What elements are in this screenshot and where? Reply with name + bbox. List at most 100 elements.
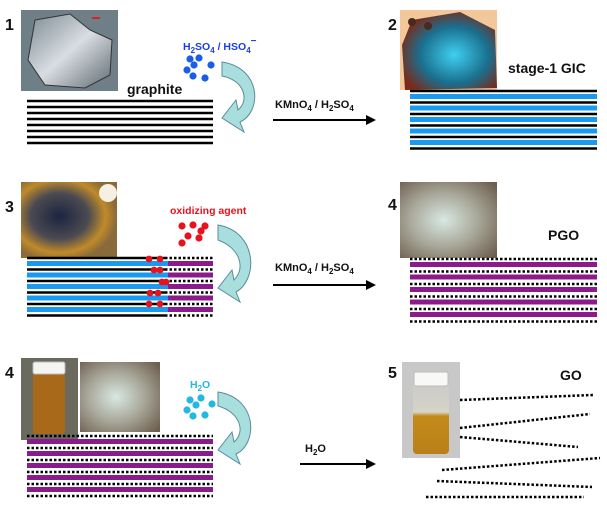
reaction-arrow-3: H2O	[300, 443, 376, 469]
curved-arrow-icon	[217, 391, 252, 466]
curved-arrow-icon	[221, 61, 256, 134]
stage-1-gic-label: stage-1 GIC	[508, 60, 586, 76]
panel-1-graphite: 1 graphite H2SO4 / HSO4−	[5, 10, 257, 145]
molecule-dot	[195, 54, 203, 62]
molecule-dot	[162, 278, 170, 286]
oxidized-layer	[168, 272, 213, 278]
molecule-dot	[207, 61, 215, 69]
go-sheet	[436, 479, 593, 489]
oxidized-layer	[27, 487, 213, 492]
arrow-head-icon	[366, 115, 376, 125]
intercalant-layer	[410, 140, 597, 145]
oxidizing-agent-label: oxidizing agent	[170, 205, 247, 217]
molecule-dot	[156, 266, 164, 274]
molecule-dot	[186, 396, 194, 404]
oxidized-layer	[168, 284, 213, 289]
molecule-dot	[183, 406, 191, 414]
partially-oxidized-micrograph	[21, 182, 117, 258]
oxidized-layer	[27, 451, 213, 456]
acid-molecules	[183, 54, 215, 82]
panel-number: 5	[388, 365, 397, 382]
molecule-dot	[190, 61, 198, 69]
water-molecules	[183, 394, 216, 420]
molecule-dot	[154, 289, 162, 297]
molecule-dot	[201, 411, 209, 419]
oxidized-layer	[410, 262, 597, 267]
intercalant-layer	[27, 284, 168, 289]
molecule-dot	[195, 234, 203, 242]
reaction-arrow-1: KMnO4 / H2SO4	[273, 99, 376, 125]
oxidizer-molecules	[178, 221, 209, 247]
molecule-dot	[178, 239, 186, 247]
oxidized-layer	[410, 287, 597, 292]
molecule-dot	[201, 74, 209, 82]
molecule-dot	[145, 300, 153, 308]
oxidized-layer	[168, 307, 213, 312]
panel-4-pgo: 4 PGO	[388, 182, 597, 323]
molecule-dot	[184, 232, 192, 240]
arrow-head-icon	[366, 459, 376, 469]
reaction-condition-label: H2O	[305, 443, 326, 457]
molecule-dot	[189, 221, 197, 229]
molecule-dot	[192, 401, 200, 409]
graphite-label: graphite	[127, 81, 182, 97]
gic-layer-stack	[410, 89, 597, 150]
intercalant-layer	[410, 94, 597, 99]
panel-number: 4	[388, 197, 397, 214]
molecule-dot	[201, 222, 209, 230]
intercalant-layer	[410, 105, 597, 111]
arrow-head-icon	[366, 280, 376, 290]
intercalant-layer	[27, 295, 168, 301]
intercalant-layer	[27, 261, 168, 266]
intercalant-layer	[27, 307, 168, 312]
panel-number: 4	[5, 365, 14, 382]
reaction-condition-label: KMnO4 / H2SO4	[275, 99, 354, 113]
molecule-dot	[146, 289, 154, 297]
molecule-dot	[156, 300, 164, 308]
partially-oxidized-layer-stack	[27, 255, 213, 317]
go-sheet	[459, 412, 591, 430]
water-reagent-label: H2O	[190, 379, 210, 393]
panel-number: 2	[388, 17, 397, 34]
graphite-flake-micrograph	[21, 10, 118, 91]
molecule-dot	[183, 66, 191, 74]
go-sheet	[441, 456, 601, 472]
intercalant-layer	[27, 272, 168, 278]
oxidized-layer	[410, 274, 597, 280]
go-sheet	[459, 393, 594, 402]
molecule-dot	[145, 255, 153, 263]
molecule-dot	[150, 266, 158, 274]
oxidized-layer	[27, 463, 213, 468]
molecule-dot	[197, 227, 205, 235]
oxidized-layer	[410, 299, 597, 305]
molecule-dot	[189, 72, 197, 80]
pgo-vial-and-micrograph	[21, 358, 160, 440]
molecule-dot	[189, 412, 197, 420]
acid-reagent-label: H2SO4 / HSO4−	[183, 36, 257, 55]
molecule-dot	[186, 55, 194, 63]
panel-2-stage1-gic: 2 stage-1 GIC	[388, 10, 597, 150]
molecule-dot	[178, 222, 186, 230]
pgo-label: PGO	[548, 227, 579, 243]
reaction-condition-label: KMnO4 / H2SO4	[275, 262, 354, 276]
graphite-layer-stack	[27, 99, 213, 145]
panel-number: 1	[5, 17, 14, 34]
panel-number: 3	[5, 199, 14, 216]
intercalant-layer	[410, 128, 597, 134]
molecule-dot	[156, 255, 164, 263]
oxidized-layer	[410, 312, 597, 317]
stage-1-gic-micrograph	[400, 10, 497, 90]
curved-arrow-icon	[217, 224, 252, 304]
pgo-layer-stack	[27, 434, 213, 498]
pgo-micrograph	[400, 182, 497, 258]
go-dispersion-vial	[402, 362, 460, 458]
go-sheet	[459, 435, 579, 449]
oxidized-layer	[27, 439, 213, 444]
oxidized-layer	[168, 261, 213, 266]
oxidized-layer	[27, 475, 213, 480]
panel-4-exfoliation: 4 H2O	[5, 358, 252, 498]
panel-5-go: 5 GO	[388, 362, 601, 499]
molecule-dot	[197, 394, 205, 402]
molecule-dot	[208, 400, 216, 408]
